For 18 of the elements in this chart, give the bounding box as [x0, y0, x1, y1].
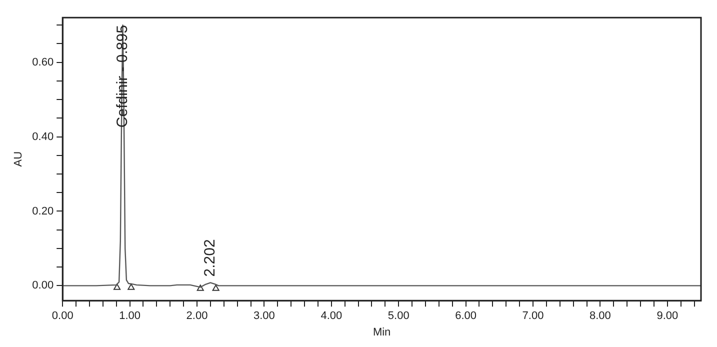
y-tick-label: 0.20 [32, 205, 54, 218]
y-tick-label: 0.40 [32, 130, 54, 143]
x-tick-label: 4.00 [320, 310, 342, 322]
x-axis-title: Min [372, 326, 391, 338]
x-tick-label: 8.00 [589, 310, 611, 322]
y-tick-label: 0.00 [32, 280, 54, 292]
x-tick-label: 9.00 [656, 310, 678, 322]
x-tick-label: 7.00 [522, 310, 544, 322]
annotation: 2.202 [202, 239, 219, 277]
x-tick-label: 3.00 [253, 310, 275, 322]
annotation: Cefdinir - 0.895 [114, 25, 131, 128]
x-tick-label: 6.00 [455, 310, 477, 322]
x-tick-label: 5.00 [388, 310, 410, 322]
y-axis-title: AU [12, 151, 25, 167]
x-tick-label: 0.00 [52, 310, 74, 322]
x-tick-label: 1.00 [119, 310, 141, 322]
y-tick-label: 0.60 [32, 56, 54, 68]
x-tick-label: 2.00 [186, 310, 208, 322]
